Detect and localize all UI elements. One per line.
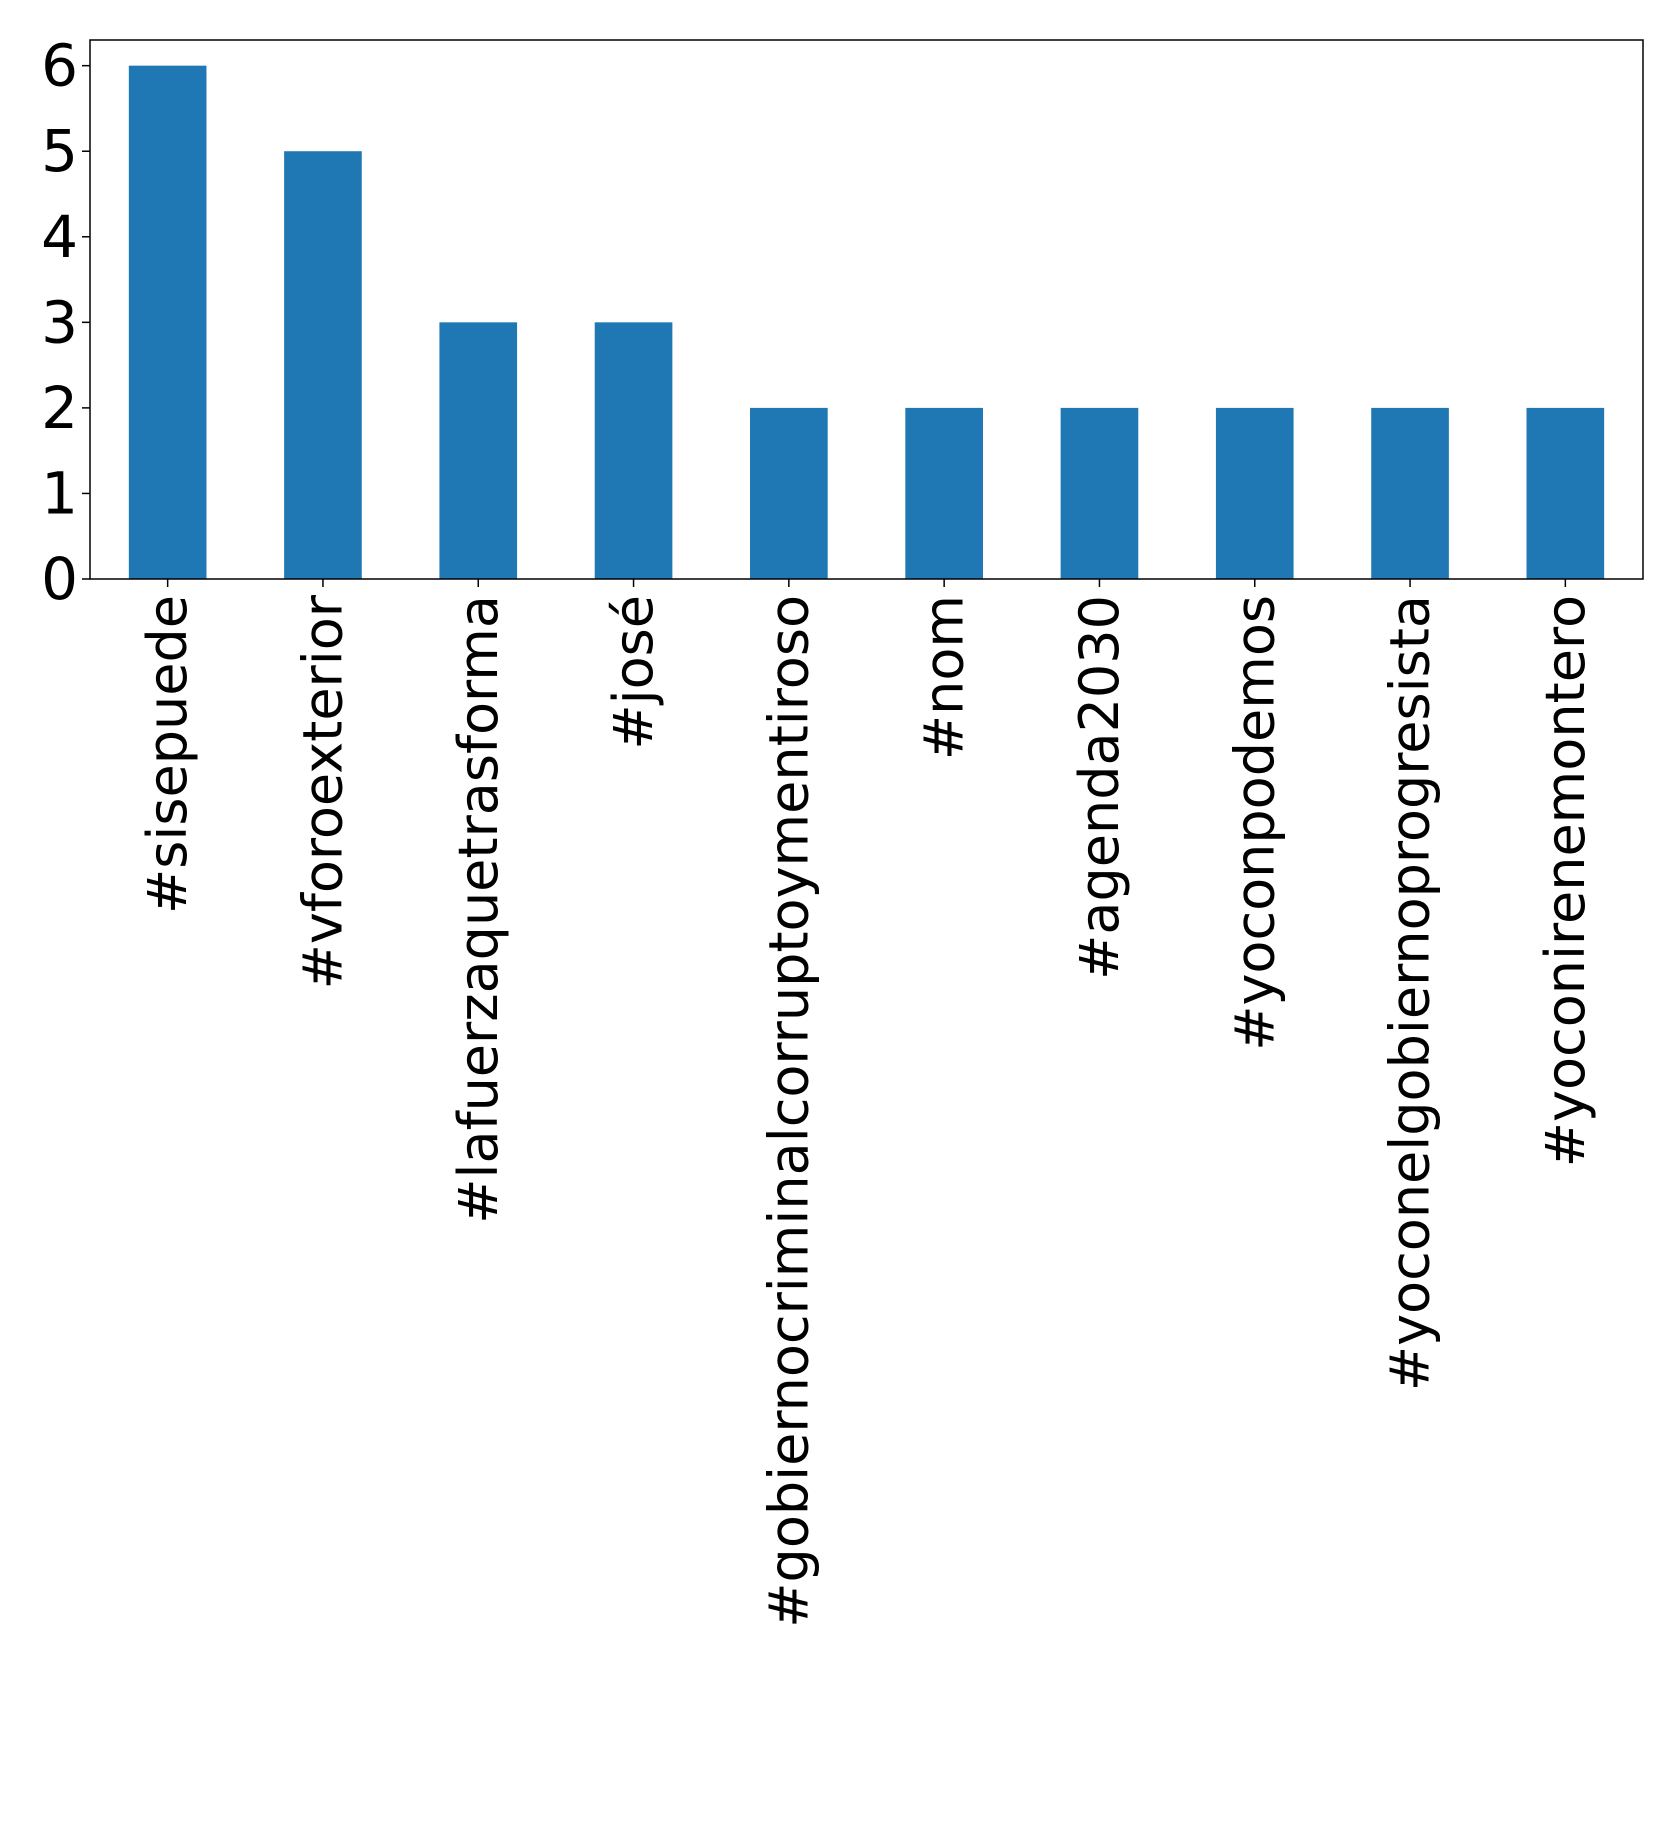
x-tick-label: #vforoexterior	[291, 594, 354, 989]
x-tick-label: #yoconelgobiernoprogresista	[1379, 595, 1442, 1391]
y-axis: 0 1 2 3 4 5 6	[41, 32, 90, 613]
bar-4	[750, 407, 828, 579]
bar-7	[1215, 407, 1294, 579]
y-tick-label: 3	[41, 288, 78, 356]
x-axis: #sisepuede #vforoexterior #lafuerzaquetras…	[136, 579, 1597, 1628]
y-tick-label: 1	[41, 459, 78, 527]
bar-2	[439, 322, 518, 579]
y-tick-label: 2	[41, 374, 78, 442]
bar-5	[905, 407, 983, 579]
bars-group	[128, 65, 1605, 579]
x-tick-label: #gobiernocriminalcorruptoymentiroso	[757, 595, 820, 1628]
y-tick-label: 5	[41, 117, 78, 185]
bar-6	[1060, 407, 1139, 579]
y-tick-label: 4	[41, 203, 78, 271]
x-tick-label: #yoconirenemontero	[1534, 595, 1597, 1167]
x-tick-label: #lafuerzaquetrasforma	[447, 595, 510, 1224]
bar-1	[284, 151, 362, 579]
bar-3	[594, 322, 673, 579]
x-tick-label: #josé	[602, 595, 665, 750]
x-tick-label: #nom	[913, 595, 976, 760]
x-tick-label: #yoconpodemos	[1223, 595, 1286, 1051]
plot-frame	[89, 39, 1644, 580]
bar-9	[1526, 407, 1605, 579]
y-tick-label: 6	[41, 32, 78, 100]
bar-0	[128, 65, 207, 579]
x-tick-label: #sisepuede	[136, 595, 199, 914]
y-tick-label: 0	[41, 545, 78, 613]
bar-8	[1371, 407, 1449, 579]
x-tick-label: #agenda2030	[1068, 595, 1131, 980]
